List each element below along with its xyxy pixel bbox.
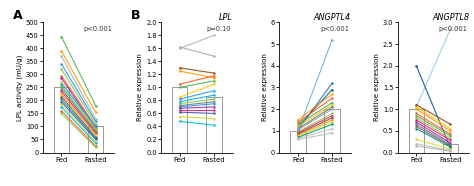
Bar — [54, 87, 69, 153]
Y-axis label: Relative expression: Relative expression — [262, 54, 268, 121]
Text: p=0.10: p=0.10 — [206, 26, 230, 32]
Text: p<0.001: p<0.001 — [83, 26, 112, 32]
Text: B: B — [131, 9, 140, 22]
Text: p<0.001: p<0.001 — [320, 26, 349, 32]
Text: ANGPTL8: ANGPTL8 — [432, 12, 469, 22]
Y-axis label: Relative expression: Relative expression — [374, 54, 380, 121]
Text: A: A — [12, 9, 22, 22]
Text: ANGPTL4: ANGPTL4 — [314, 12, 351, 22]
Bar — [325, 109, 340, 153]
Y-axis label: Relative expression: Relative expression — [137, 54, 144, 121]
Bar — [291, 131, 306, 153]
Bar — [206, 97, 221, 153]
Bar — [409, 109, 424, 153]
Bar — [172, 87, 187, 153]
Y-axis label: LPL activity (mU/g): LPL activity (mU/g) — [17, 54, 23, 121]
Bar — [443, 144, 458, 153]
Bar — [88, 126, 103, 153]
Text: p<0.001: p<0.001 — [438, 26, 467, 32]
Text: LPL: LPL — [219, 12, 233, 22]
